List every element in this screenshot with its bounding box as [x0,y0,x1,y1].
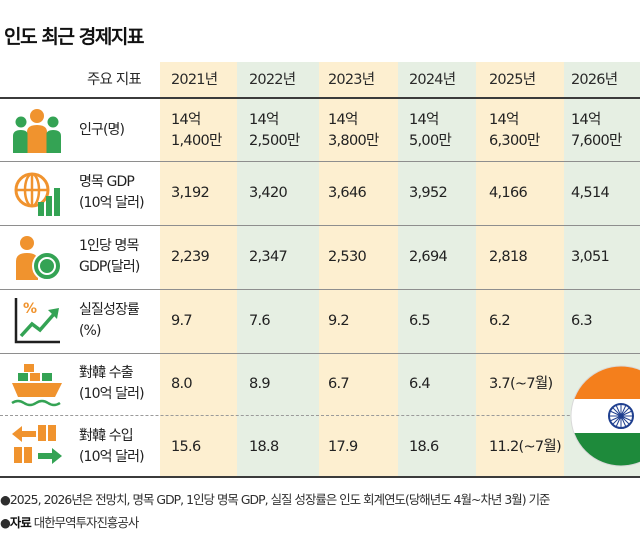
forecast-note: ●2025, 2026년은 전망치, 명목 GDP, 1인당 명목 GDP, 실… [0,490,550,508]
row-divider [0,289,640,290]
value-exports-2021: 8.0 [171,376,193,392]
value-gdp-2022: 3,420 [249,185,288,201]
value-population-2026: 14억 7,600만 [571,112,622,149]
column-band-2021 [160,62,237,478]
value-imports-2021: 15.6 [171,439,201,455]
growth-chart-icon: % [14,298,60,344]
row-divider [0,353,640,354]
column-band-2023 [319,62,398,478]
value-population-2025: 14억 6,300만 [489,112,540,149]
header-divider [0,97,640,99]
gdp-globe-chart-icon [14,172,60,216]
header-year-2021: 2021년 [171,72,218,88]
value-exports-2022: 8.9 [249,376,271,392]
value-exports-2023: 6.7 [328,376,350,392]
value-gdp-2024: 3,952 [409,185,448,201]
value-growth-2022: 7.6 [249,313,271,329]
value-per-capita-2023: 2,530 [328,249,367,265]
column-band-2024 [398,62,476,478]
column-band-2025 [476,62,564,478]
header-year-2022: 2022년 [249,72,296,88]
column-band-2022 [237,62,319,478]
indicator-label-per-capita-gdp: 1인당 명목 GDP(달러) [79,238,140,275]
value-per-capita-2024: 2,694 [409,249,448,265]
value-per-capita-2021: 2,239 [171,249,210,265]
header-year-2025: 2025년 [489,72,536,88]
indicator-label-nominal-gdp: 명목 GDP (10억 달러) [79,174,145,211]
export-ship-icon [11,364,62,407]
svg-text:%: % [23,301,37,317]
value-imports-2022: 18.8 [249,439,279,455]
value-growth-2023: 9.2 [328,313,350,329]
source-note: ●자료 대한무역투자진흥공사 [0,513,139,531]
value-gdp-2026: 4,514 [571,185,610,201]
value-imports-2025: 11.2(~7월) [489,439,562,455]
header-year-2023: 2023년 [328,72,375,88]
value-population-2021: 14억 1,400만 [171,112,222,149]
row-divider [0,415,640,416]
value-imports-2023: 17.9 [328,439,358,455]
value-imports-2024: 18.6 [409,439,439,455]
value-gdp-2023: 3,646 [328,185,367,201]
value-growth-2025: 6.2 [489,313,511,329]
source-text: 대한무역투자진흥공사 [33,515,139,530]
value-population-2024: 14억 5,00만 [409,112,452,149]
indicator-label-exports: 對韓 수출 (10억 달러) [79,365,145,402]
value-population-2022: 14억 2,500만 [249,112,300,149]
value-population-2023: 14억 3,800만 [328,112,379,149]
row-divider [0,225,640,226]
value-gdp-2021: 3,192 [171,185,210,201]
header-indicator-label: 주요 지표 [87,72,142,88]
per-capita-coin-icon [16,236,62,281]
header-year-2024: 2024년 [409,72,456,88]
import-boxes-icon [12,425,62,464]
indicator-label-imports: 對韓 수입 (10억 달러) [79,428,145,465]
header-year-2026: 2026년 [571,72,618,88]
page-title: 인도 최근 경제지표 [4,26,144,48]
indicator-table: 주요 지표 2021년 2022년 2023년 2024년 2025년 2026… [0,62,640,478]
population-icon [13,109,61,153]
row-divider [0,161,640,162]
value-gdp-2025: 4,166 [489,185,528,201]
india-flag-icon [570,365,640,467]
table-bottom-border [0,476,640,478]
forecast-note-text: 2025, 2026년은 전망치, 명목 GDP, 1인당 명목 GDP, 실질… [9,492,551,507]
value-growth-2024: 6.5 [409,313,431,329]
value-exports-2025: 3.7(~7월) [489,376,553,392]
note-bullet: ● [0,515,11,530]
source-label: 자료 [9,515,32,530]
indicator-label-real-growth: 실질성장률 (%) [79,302,140,339]
indicator-label-population: 인구(명) [79,122,125,138]
value-growth-2026: 6.3 [571,313,593,329]
value-per-capita-2022: 2,347 [249,249,288,265]
value-growth-2021: 9.7 [171,313,193,329]
value-per-capita-2026: 3,051 [571,249,610,265]
note-bullet: ● [0,492,11,507]
value-per-capita-2025: 2,818 [489,249,528,265]
value-exports-2024: 6.4 [409,376,431,392]
